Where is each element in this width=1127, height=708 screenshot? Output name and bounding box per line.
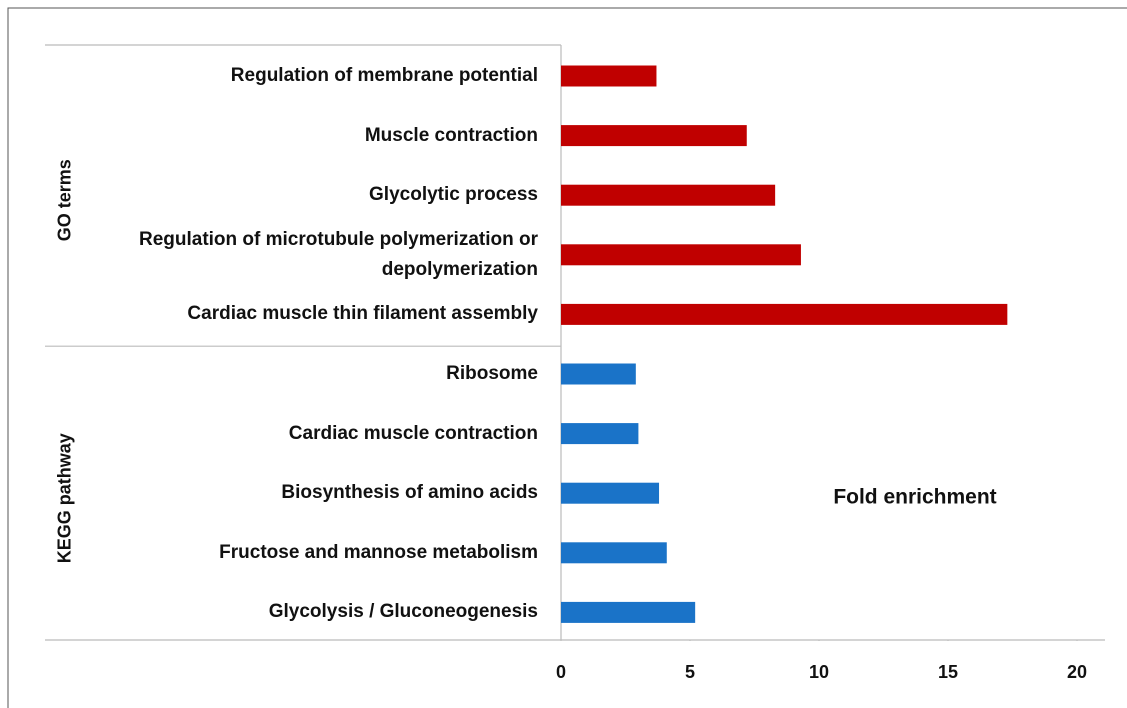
x-axis-title: Fold enrichment xyxy=(833,486,996,509)
x-tick-label: 20 xyxy=(1067,662,1087,682)
bar xyxy=(561,542,667,564)
category-label: Glycolysis / Gluconeogenesis xyxy=(268,601,538,623)
category-label: Regulation of microtubule polymerization… xyxy=(138,228,538,280)
bar xyxy=(561,184,776,206)
bar xyxy=(561,482,660,504)
x-tick-label: 0 xyxy=(556,662,566,682)
bar xyxy=(561,363,636,385)
group-label: GO terms xyxy=(55,159,75,241)
category-label: Cardiac muscle thin filament assembly xyxy=(187,303,538,325)
bar xyxy=(561,303,1008,325)
bar xyxy=(561,125,747,147)
frame-border xyxy=(7,7,1127,708)
category-label: Regulation of membrane potential xyxy=(230,65,538,86)
category-label: Cardiac muscle contraction xyxy=(288,422,538,444)
bar xyxy=(561,601,696,623)
x-tick-label: 10 xyxy=(809,662,829,682)
group-label: KEGG pathway xyxy=(55,433,75,563)
category-label: Muscle contraction xyxy=(364,124,538,146)
category-label: Glycolytic process xyxy=(369,184,538,206)
category-label: Ribosome xyxy=(446,363,538,384)
bar xyxy=(561,244,801,266)
category-label: Fructose and mannose metabolism xyxy=(219,541,538,563)
category-label: Biosynthesis of amino acids xyxy=(281,482,538,504)
x-tick-label: 15 xyxy=(938,662,958,682)
x-tick-label: 5 xyxy=(685,662,695,682)
bar xyxy=(561,423,639,445)
bar xyxy=(561,65,657,87)
